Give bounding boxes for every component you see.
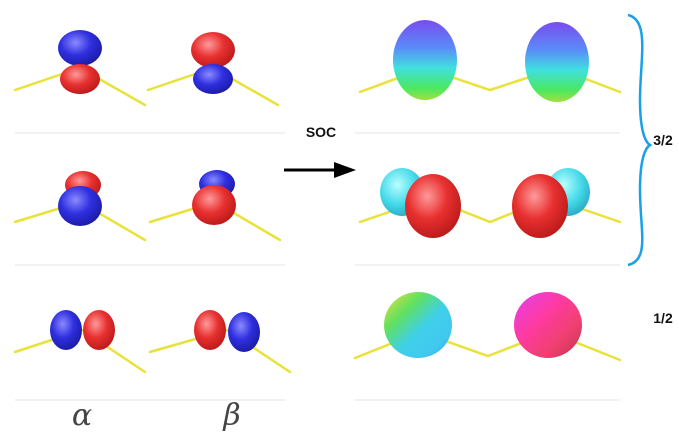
- beta-label: β: [222, 398, 240, 433]
- lobe: [384, 292, 452, 358]
- brace: [628, 15, 650, 265]
- lobe: [514, 292, 582, 358]
- lobe: [191, 32, 235, 68]
- soc-orbital-3: [355, 292, 620, 360]
- lobe: [58, 186, 102, 226]
- orbital-beta-1: [148, 32, 278, 105]
- lobe: [525, 22, 589, 102]
- j-label: 3/2: [653, 132, 673, 148]
- soc-label: SOC: [306, 124, 336, 140]
- orbital-alpha-1: [15, 30, 145, 105]
- lobe: [194, 310, 226, 350]
- lobe: [192, 185, 236, 225]
- lobe: [60, 64, 100, 94]
- alpha-label: α: [72, 398, 92, 433]
- figure: SOC 3/2 1/2 α β: [0, 0, 679, 438]
- orbital-beta-3: [150, 310, 290, 372]
- lobe: [83, 310, 115, 350]
- j-label: 1/2: [653, 310, 673, 326]
- lobe: [228, 312, 260, 352]
- lobe: [50, 310, 82, 350]
- arrow-head: [334, 162, 356, 178]
- orbital-alpha-2: [15, 171, 145, 240]
- lobe: [193, 64, 233, 94]
- lobe: [393, 20, 457, 100]
- soc-orbital-2: [360, 168, 620, 238]
- lobe: [58, 30, 102, 66]
- orbital-alpha-3: [15, 310, 145, 372]
- soc-orbital-1: [360, 20, 620, 102]
- orbital-beta-2: [150, 170, 280, 240]
- lobe: [512, 174, 568, 238]
- lobe: [405, 174, 461, 238]
